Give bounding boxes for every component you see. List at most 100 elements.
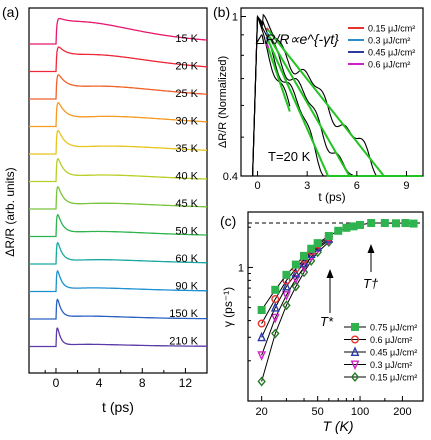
- data-point: [291, 274, 301, 285]
- t-dagger-arrowhead: [367, 244, 375, 253]
- panel-b-fit-start: [265, 42, 270, 49]
- panel-a-curves: 15 K 20 K 25 K 30 K 35 K 40 K 45 K 50 K 60 K 90 K…: [29, 17, 208, 348]
- panel-c-legend: 0.75 μJ/cm² 0.6 μJ/cm² 0.45 μJ/cm² 0.3 μJ/c…: [344, 323, 417, 383]
- panel-a-curve-label: 50 K: [175, 226, 198, 238]
- legend-label: 0.45 μJ/cm²: [368, 48, 415, 58]
- y-tick-label: 1: [232, 11, 238, 23]
- panel-c-frame: [247, 211, 424, 402]
- panel-a-y-label: ΔR/R (arb. units): [3, 167, 17, 256]
- panel-b-x-label: t (ps): [318, 190, 345, 204]
- data-point: [324, 231, 333, 240]
- legend-label: 0.15 μJ/cm²: [368, 24, 415, 34]
- panel-b-curves: [252, 13, 423, 177]
- panel-a-label: (a): [2, 4, 19, 20]
- panel-a-curve-label: 210 K: [169, 336, 198, 348]
- data-point: [401, 219, 410, 228]
- data-point: [291, 281, 301, 292]
- panel-b-fit-curve: [265, 36, 423, 177]
- data-point: [257, 376, 266, 387]
- x-tick-label: 4: [96, 376, 103, 390]
- panel-a-curve-label: 15 K: [175, 33, 198, 45]
- panel-a: (a) 15 K 20 K 25 K 30 K 35 K 40 K 45 K 50 K 60 K…: [2, 4, 208, 415]
- panel-c-y-label: γ (ps⁻¹): [221, 287, 235, 327]
- panel-a-curve: [29, 298, 207, 320]
- panel-a-curve-label: 30 K: [175, 116, 198, 128]
- legend-label: 0.6 μJ/cm²: [370, 335, 412, 345]
- panel-a-curve-label: 60 K: [175, 253, 198, 265]
- legend-label: 0.3 μJ/cm²: [370, 360, 412, 370]
- panel-a-curve: [29, 241, 208, 265]
- panel-a-curve: [29, 129, 207, 155]
- panel-c-series: [257, 219, 418, 387]
- t-dagger-label: T†: [363, 276, 379, 291]
- data-point: [271, 295, 280, 304]
- data-point: [291, 267, 301, 278]
- x-tick-label: 12: [179, 376, 193, 390]
- data-point: [299, 263, 309, 274]
- panel-b-fit-start: [265, 36, 270, 42]
- data-point: [271, 285, 280, 294]
- x-tick-label: 6: [354, 180, 360, 192]
- data-point: [271, 328, 280, 339]
- panel-b-legend: 0.15 μJ/cm² 0.3 μJ/cm² 0.45 μJ/cm² 0.6 μJ/c…: [348, 24, 415, 70]
- panel-a-curve: [29, 269, 207, 293]
- data-point: [356, 220, 365, 229]
- panel-b-ticks: 0 3 6 9 0.4 1: [223, 11, 410, 192]
- data-point: [291, 260, 300, 269]
- panel-a-curve-label: 25 K: [175, 88, 198, 100]
- legend-label: 0.6 μJ/cm²: [368, 60, 410, 70]
- data-point: [282, 300, 291, 311]
- panel-b-data-curve: [252, 16, 291, 177]
- panel-a-curve: [29, 158, 208, 183]
- data-point: [282, 270, 291, 279]
- panel-a-curve-label: 20 K: [175, 61, 198, 73]
- panel-b-fit-start: [265, 27, 270, 31]
- data-point: [307, 244, 316, 253]
- data-point: [334, 226, 343, 235]
- panel-c-label: (c): [220, 213, 236, 229]
- data-point: [257, 319, 266, 328]
- panel-c-annotations: T* T†: [320, 244, 379, 329]
- panel-c-ticks: 20 50 100 200 1: [238, 226, 412, 418]
- data-point: [257, 351, 267, 361]
- t-star-label: T*: [320, 314, 334, 329]
- data-point: [350, 360, 360, 371]
- panel-a-frame: [28, 7, 208, 374]
- data-point: [409, 219, 418, 228]
- panel-a-curve: [29, 213, 208, 238]
- panel-a-curve: [29, 186, 207, 210]
- panel-b-label: (b): [213, 4, 230, 20]
- data-point: [270, 313, 280, 324]
- panel-b: (b) 0 3 6 9 0.4 1 0.15 μJ/cm² 0.3 μJ/cm² 0.45 μ…: [213, 4, 424, 204]
- x-tick-label: 0: [53, 376, 60, 390]
- data-point: [351, 335, 360, 344]
- data-point: [282, 280, 291, 291]
- panel-a-curve-label: 150 K: [169, 308, 198, 320]
- y-tick-label: 0.4: [223, 171, 238, 183]
- data-point: [367, 219, 376, 228]
- y-tick-label: 1: [238, 262, 244, 274]
- panel-c-x-label: T (K): [322, 418, 353, 434]
- panel-b-fit-start: [265, 31, 270, 36]
- panel-a-x-label: t (ps): [102, 399, 134, 415]
- x-tick-label: 50: [312, 406, 324, 418]
- x-tick-label: 0: [254, 180, 260, 192]
- panel-a-curve: [29, 46, 207, 73]
- panel-b-fit-curve: [265, 42, 291, 112]
- panel-a-curve: [29, 327, 207, 348]
- panel-a-curve: [29, 17, 208, 45]
- panel-b-y-label: ΔR/R (Normalized): [217, 56, 229, 148]
- legend-label: 0.75 μJ/cm²: [370, 323, 417, 333]
- data-point: [350, 372, 360, 382]
- data-point: [300, 251, 309, 260]
- panel-a-curve-label: 45 K: [175, 198, 198, 210]
- data-point: [351, 323, 360, 332]
- data-point: [270, 302, 280, 312]
- panel-a-x-ticks: 0 4 8 12: [44, 368, 193, 390]
- data-point: [282, 291, 291, 301]
- data-point: [257, 306, 266, 315]
- x-tick-label: 8: [139, 376, 146, 390]
- legend-label: 0.45 μJ/cm²: [370, 348, 417, 358]
- data-point: [342, 223, 351, 232]
